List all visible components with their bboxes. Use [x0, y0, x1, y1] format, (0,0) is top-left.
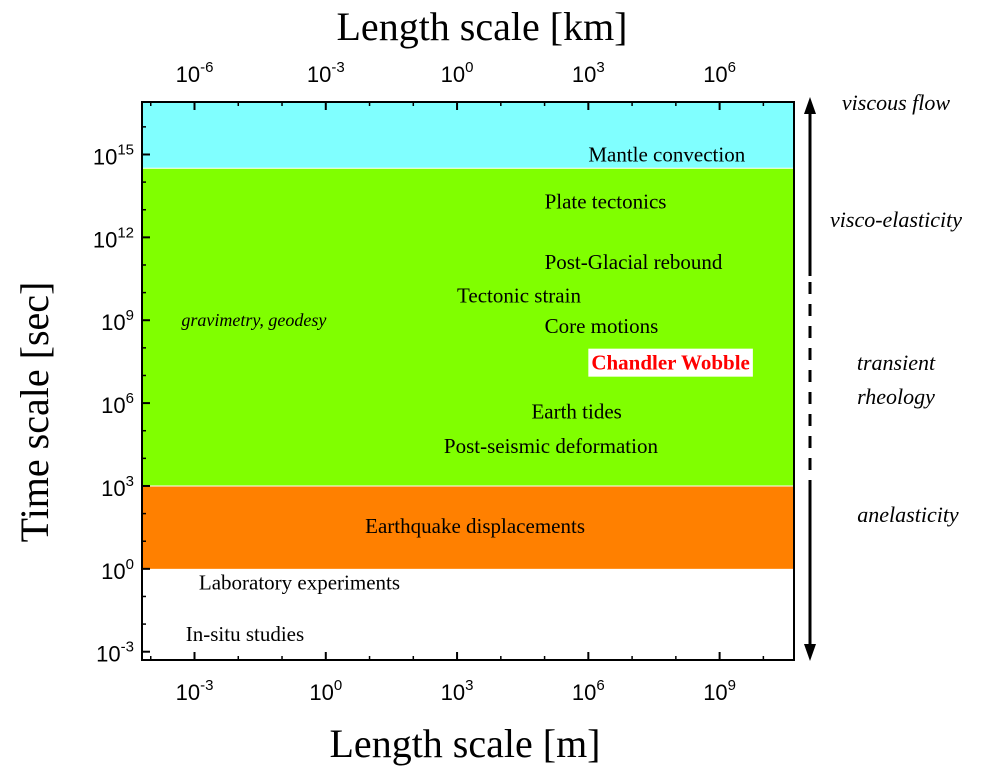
y-tick-label: 109: [101, 307, 134, 335]
gravimetry-label: gravimetry, geodesy: [181, 310, 326, 330]
x-tick-label: 109: [703, 677, 736, 705]
band-1: [142, 168, 794, 486]
x-tick-label: 100: [309, 677, 342, 705]
chandler-wobble-label: Chandler Wobble: [591, 351, 750, 375]
regime-label: visco-elasticity: [830, 207, 962, 232]
x2-tick-label: 103: [572, 59, 605, 87]
y-tick-label: 10-3: [96, 639, 134, 667]
regimes-layer: viscous flow visco-elasticity transient rhe…: [830, 90, 962, 527]
annotation-label: Plate tectonics: [545, 189, 667, 213]
regime-label: transient: [857, 350, 936, 375]
y-tick-label: 1012: [93, 224, 134, 252]
annotation-label: Earth tides: [531, 399, 621, 423]
y-tick-label: 106: [101, 390, 134, 418]
band-0: [142, 102, 794, 169]
x2-tick-label: 10-6: [176, 59, 214, 87]
annotation-label: Core motions: [545, 314, 659, 338]
regime-label: rheology: [857, 384, 935, 409]
top-axis-title: Length scale [km]: [337, 4, 628, 49]
regime-arrow: [804, 97, 816, 661]
y-tick-label: 103: [101, 473, 134, 501]
arrow-down-head: [804, 644, 816, 661]
x-tick-label: 103: [441, 677, 474, 705]
x2-tick-label: 100: [441, 59, 474, 87]
x2-tick-label: 10-3: [307, 59, 345, 87]
highlight-box: [588, 348, 753, 377]
bands-layer: [142, 102, 794, 569]
annotation-label: Earthquake displacements: [365, 514, 585, 538]
band-2: [142, 485, 794, 569]
annotation-label: Mantle convection: [588, 142, 745, 166]
annotation-label: In-situ studies: [186, 622, 304, 646]
x-tick-label: 10-3: [176, 677, 214, 705]
ticks-layer: 10-3 100 103 106 109 10-6 10-3 100 103 106 10-3 100…: [93, 59, 765, 705]
x-tick-label: 106: [572, 677, 605, 705]
y-tick-label: 100: [101, 556, 134, 584]
plot-frame: [141, 101, 795, 661]
y-axis-title: Time scale [sec]: [12, 282, 57, 543]
annotation-label: Laboratory experiments: [199, 571, 400, 595]
y-tick-label: 1015: [93, 141, 134, 169]
x2-tick-label: 106: [703, 59, 736, 87]
annotation-label: Post-seismic deformation: [444, 434, 659, 458]
regime-label: anelasticity: [857, 502, 959, 527]
regime-label: viscous flow: [842, 90, 950, 115]
arrow-up-head: [804, 97, 816, 114]
bottom-axis-title: Length scale [m]: [330, 721, 601, 766]
labels-layer: Mantle convection Plate tectonics Post-Gla…: [181, 142, 753, 646]
annotation-label: Post-Glacial rebound: [545, 250, 723, 274]
annotation-label: Tectonic strain: [457, 283, 581, 307]
